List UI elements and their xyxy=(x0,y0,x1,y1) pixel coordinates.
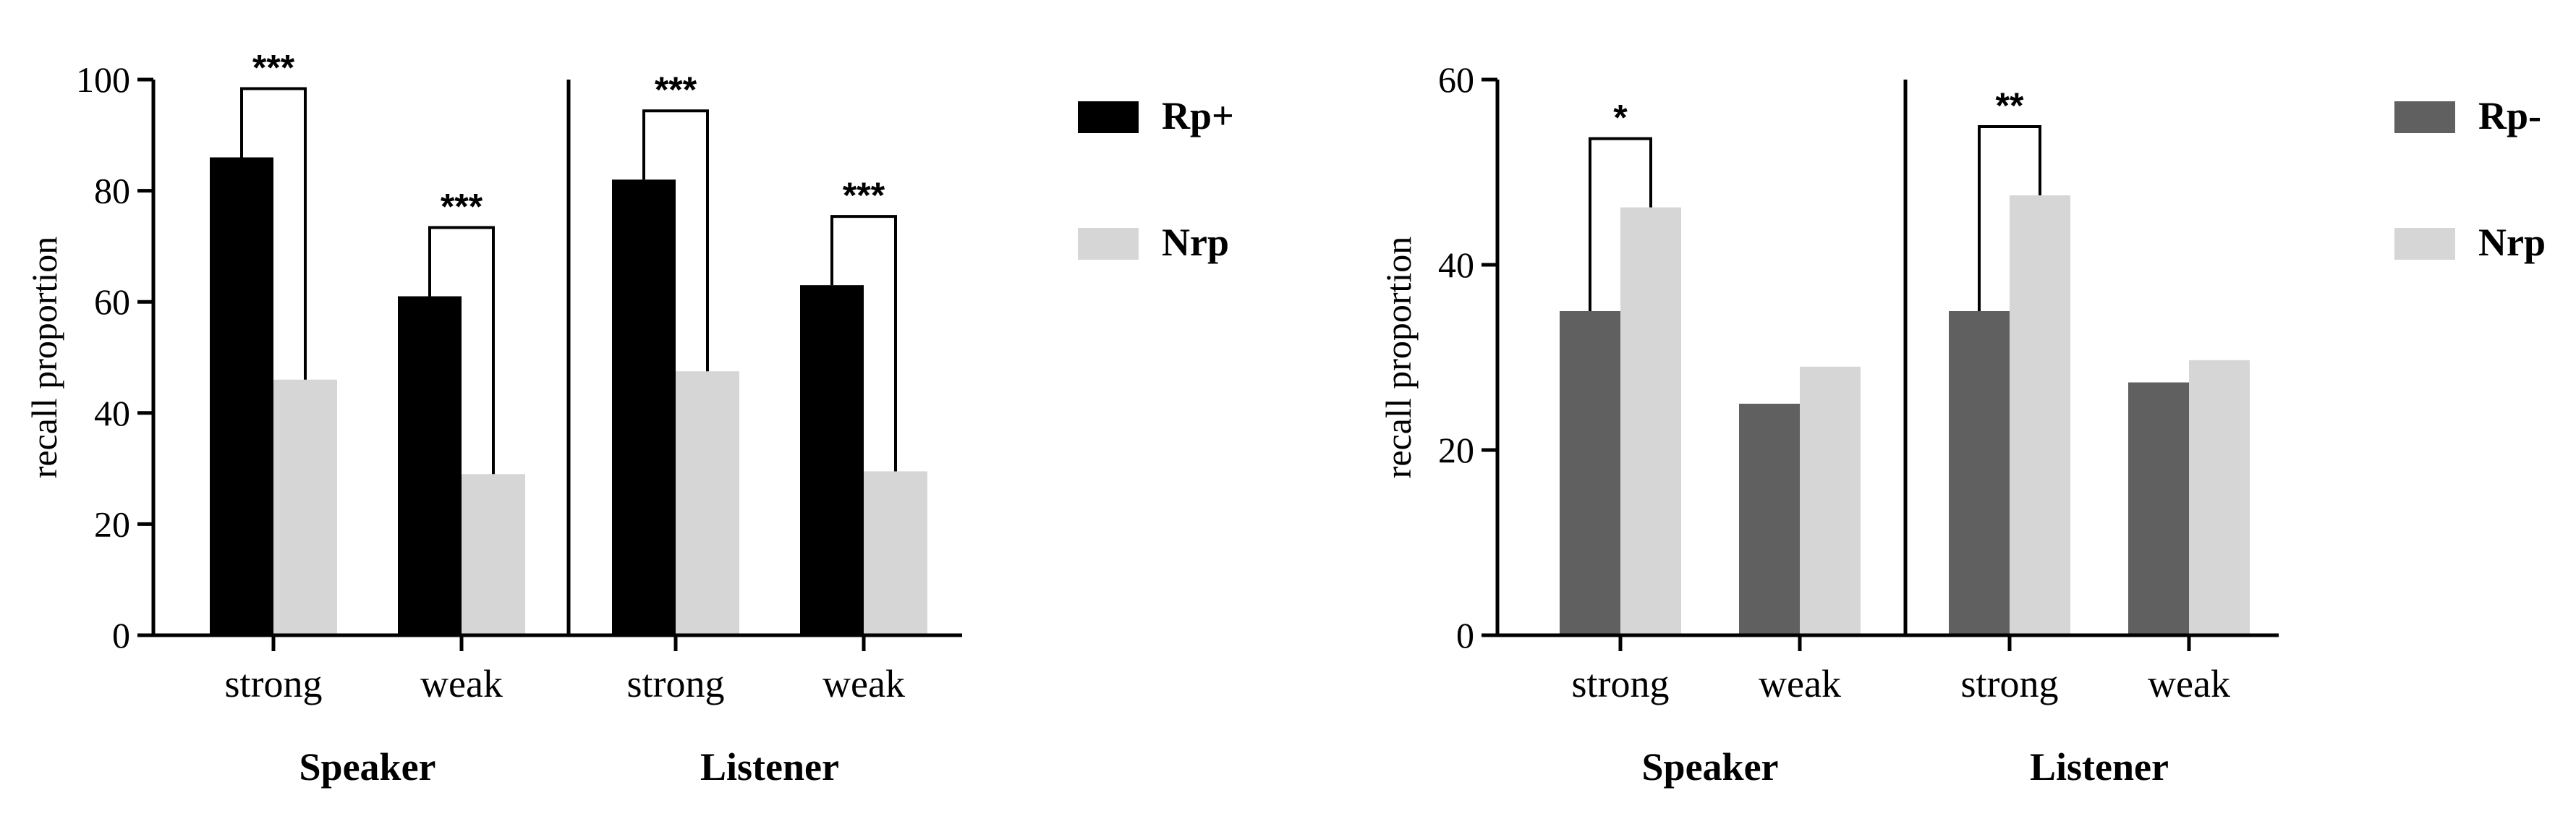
bar-rp-3 xyxy=(800,285,864,635)
legend-label-0: Rp+ xyxy=(1162,94,1234,137)
bar-nrp-0 xyxy=(273,379,337,635)
significance-label-2: *** xyxy=(655,69,697,110)
x-tick-label-1: weak xyxy=(1759,662,1841,705)
y-tick-label: 60 xyxy=(94,281,130,322)
x-tick-label-2: strong xyxy=(627,662,725,705)
y-tick-label: 40 xyxy=(1438,245,1474,285)
bar-rp-0 xyxy=(210,157,273,635)
significance-bracket-1 xyxy=(428,226,495,475)
significance-label-3: *** xyxy=(843,175,885,216)
group-label-listener: Listener xyxy=(2030,745,2169,789)
group-label-speaker: Speaker xyxy=(299,745,436,789)
bar-rp-0 xyxy=(1560,311,1620,635)
x-tick-label-3: weak xyxy=(2148,662,2230,705)
x-tick-label-0: strong xyxy=(1572,662,1670,705)
x-tick-label-1: weak xyxy=(420,662,503,705)
significance-bracket-0 xyxy=(240,87,307,380)
bar-rp-1 xyxy=(1739,404,1800,635)
y-tick-label: 0 xyxy=(112,615,130,655)
y-tick-label: 20 xyxy=(94,504,130,544)
x-tick-label-0: strong xyxy=(225,662,323,705)
y-tick-label: 60 xyxy=(1438,59,1474,100)
bar-nrp-3 xyxy=(2189,360,2250,635)
legend-label-1: Nrp xyxy=(1162,221,1229,264)
legend-swatch-1 xyxy=(1078,228,1139,260)
legend-label-1: Nrp xyxy=(2478,221,2546,264)
bar-rp-2 xyxy=(612,179,676,636)
bar-nrp-3 xyxy=(864,471,927,635)
legend-swatch-0 xyxy=(1078,101,1139,133)
group-label-listener: Listener xyxy=(700,745,839,789)
x-tick-label-3: weak xyxy=(822,662,905,705)
significance-label-0: *** xyxy=(252,48,295,88)
bar-rp-2 xyxy=(1949,311,2010,635)
legend-label-0: Rp- xyxy=(2478,94,2541,137)
bar-nrp-2 xyxy=(676,371,739,635)
legend-swatch-0 xyxy=(2394,101,2455,133)
significance-label-0: * xyxy=(1613,98,1628,138)
y-axis-title: recall proportion xyxy=(1378,237,1419,479)
significance-bracket-0 xyxy=(1589,137,1652,311)
y-tick-label: 100 xyxy=(76,59,130,100)
y-tick-label: 20 xyxy=(1438,430,1474,470)
bar-nrp-0 xyxy=(1620,207,1681,635)
significance-bracket-2 xyxy=(642,109,709,372)
y-tick-label: 80 xyxy=(94,171,130,211)
group-label-speaker: Speaker xyxy=(1642,745,1779,789)
bar-nrp-1 xyxy=(1800,366,1861,635)
y-axis-title: recall proportion xyxy=(24,237,64,479)
significance-label-1: *** xyxy=(441,187,483,227)
significance-bracket-2 xyxy=(1978,125,2041,311)
bar-rp-3 xyxy=(2128,382,2189,635)
y-tick-label: 0 xyxy=(1456,615,1474,655)
bar-rp-1 xyxy=(398,296,462,635)
bar-nrp-2 xyxy=(2010,195,2070,635)
x-tick-label-2: strong xyxy=(1961,662,2059,705)
significance-bracket-3 xyxy=(830,215,897,472)
legend-swatch-1 xyxy=(2394,228,2455,260)
significance-label-2: ** xyxy=(1996,85,2024,126)
y-tick-label: 40 xyxy=(94,393,130,433)
bar-nrp-1 xyxy=(462,474,525,635)
